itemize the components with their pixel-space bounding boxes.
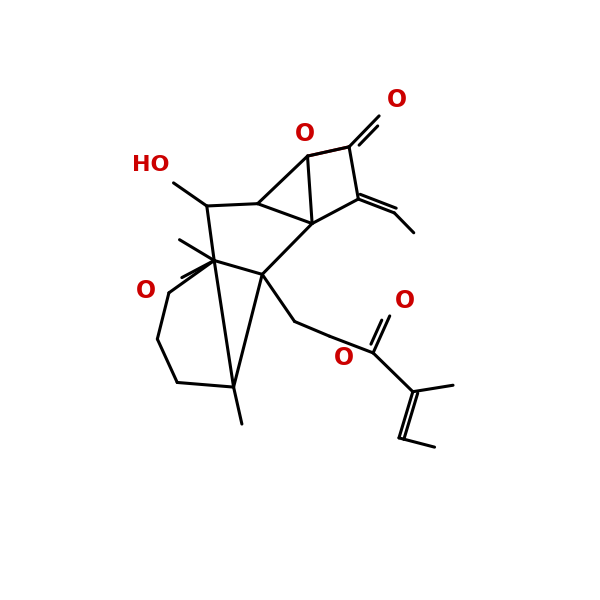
Text: HO: HO [133,155,170,175]
Text: O: O [395,289,415,313]
Text: O: O [295,122,315,146]
Text: O: O [334,346,355,370]
Text: O: O [136,279,156,303]
Text: O: O [386,88,407,112]
